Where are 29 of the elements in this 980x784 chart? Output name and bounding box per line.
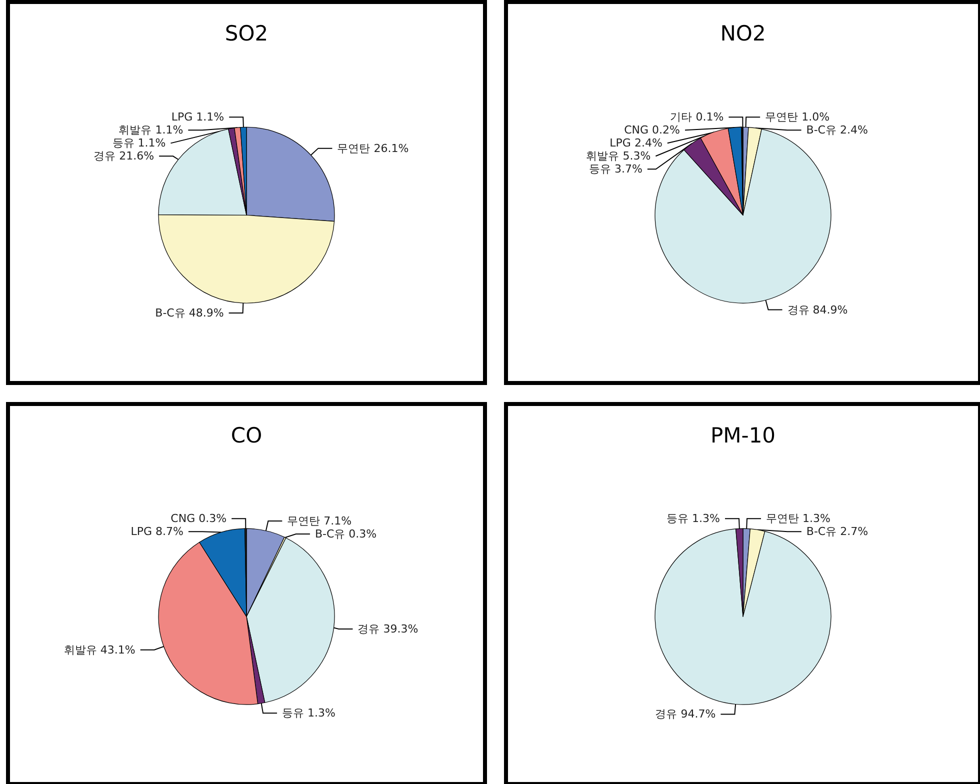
slice-label: CNG 0.3%: [170, 512, 227, 526]
slice-label: B-C유 0.3%: [314, 527, 377, 540]
slice-label: 무연탄 26.1%: [337, 142, 409, 155]
slice-label: B-C유 48.9%: [155, 306, 224, 320]
slice-label: 경유 84.9%: [787, 303, 848, 316]
slice-label: 휘발유 1.1%: [118, 124, 184, 137]
slice-label: 등유 1.3%: [666, 512, 720, 526]
slice-label: 등유 1.3%: [282, 706, 336, 720]
slice-label: 경유 94.7%: [655, 708, 716, 721]
slice-label: CNG 0.2%: [624, 124, 680, 137]
slice-label: 무연탄 1.0%: [765, 110, 830, 124]
slice-label: 휘발유 5.3%: [586, 150, 651, 163]
slice-label: 휘발유 43.1%: [64, 643, 136, 656]
slice-label: 기타 0.1%: [670, 110, 724, 124]
slice-label: LPG 2.4%: [610, 136, 662, 150]
slice-label: LPG 1.1%: [171, 110, 224, 124]
slice-label: 등유 3.7%: [588, 162, 642, 176]
slice-label: LPG 8.7%: [130, 525, 184, 538]
slice-label: 무연탄 1.3%: [766, 512, 830, 526]
slice-label: 경유 21.6%: [94, 150, 154, 163]
slice-label: B-C유 2.7%: [806, 525, 868, 538]
chart-title: NO2: [720, 22, 766, 46]
slice-label: 등유 1.1%: [112, 136, 166, 150]
slice-label: 경유 39.3%: [358, 622, 418, 636]
chart-title: CO: [230, 424, 262, 448]
slice-label: 무연탄 7.1%: [287, 514, 352, 528]
chart-title: SO2: [224, 22, 268, 46]
chart-title: PM-10: [710, 424, 776, 448]
slice-label: B-C유 2.4%: [806, 124, 868, 137]
